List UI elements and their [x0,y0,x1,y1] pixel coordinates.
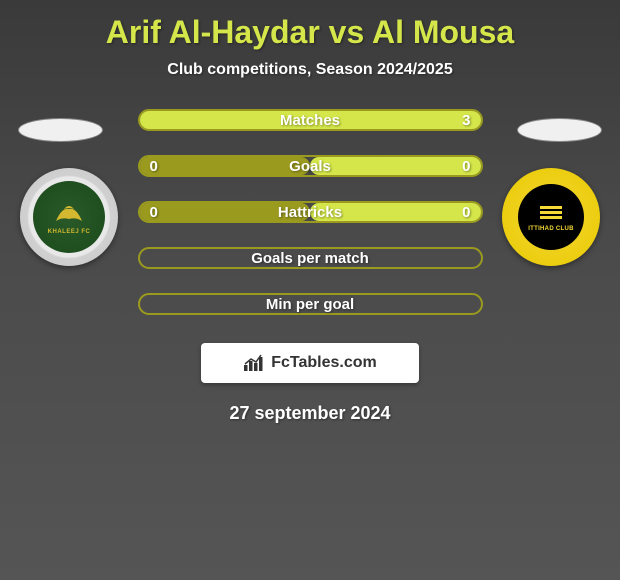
subtitle: Club competitions, Season 2024/2025 [0,61,620,79]
fctables-watermark: FcTables.com [201,343,419,383]
stat-bar: Min per goal [138,293,483,315]
chart-icon [243,354,265,372]
stats-bars: 3 Matches 0 0 Goals 0 0 Hattricks Goals per matc… [138,109,483,315]
stat-left-value: 0 [150,204,158,221]
page-title: Arif Al-Haydar vs Al Mousa [0,0,620,51]
stat-right-value: 3 [462,112,470,129]
stat-bar: 0 0 Hattricks [138,201,483,223]
stat-left-value: 0 [150,158,158,175]
stat-label: Goals per match [251,250,369,267]
stat-label: Min per goal [266,296,354,313]
stat-label: Matches [280,112,340,129]
stat-right-value: 0 [462,204,470,221]
stat-fill-right [310,157,481,175]
stat-bar: 0 0 Goals [138,155,483,177]
fctables-label: FcTables.com [271,354,377,372]
stat-bar: Goals per match [138,247,483,269]
stat-fill-left [140,157,311,175]
date-label: 27 september 2024 [0,403,620,424]
stat-right-value: 0 [462,158,470,175]
stat-label: Hattricks [278,204,342,221]
stat-label: Goals [289,158,331,175]
stat-bar: 3 Matches [138,109,483,131]
